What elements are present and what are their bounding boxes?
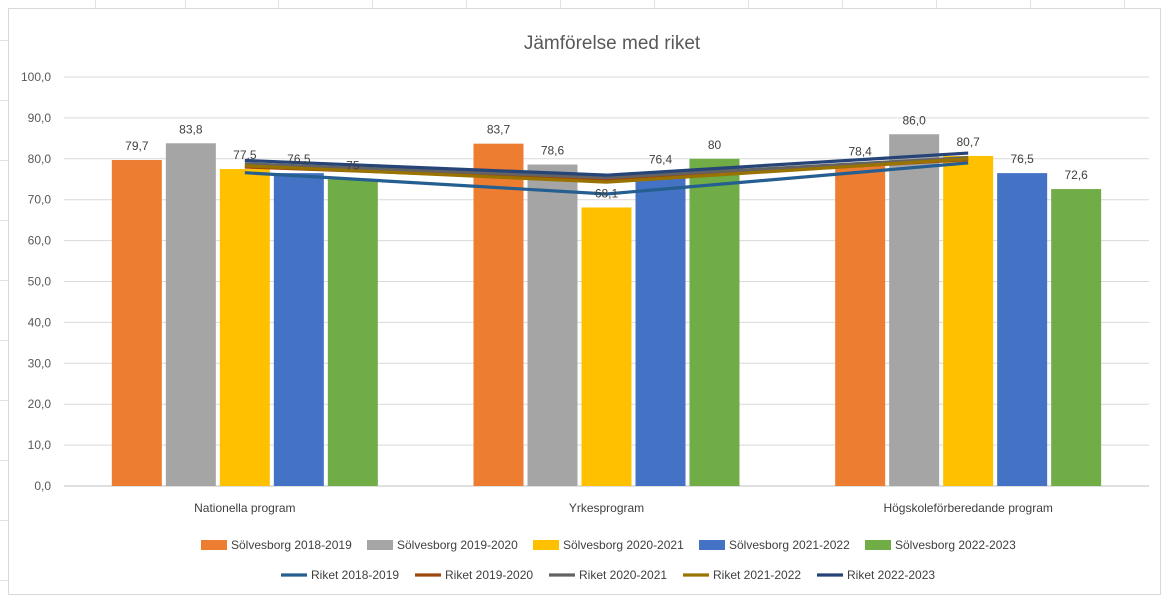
y-tick-label: 90,0: [28, 111, 52, 125]
y-tick-label: 30,0: [28, 356, 52, 370]
sheet-gridline: [0, 280, 8, 281]
data-label: 78,4: [848, 144, 872, 158]
sheet-gridline: [1030, 0, 1031, 8]
sheet-gridline: [936, 0, 937, 8]
data-label: 76,5: [1010, 152, 1034, 166]
legend-entry: Riket 2021-2022: [713, 568, 801, 582]
data-label: 83,7: [487, 123, 511, 137]
bar: [1051, 189, 1102, 487]
sheet-gridline: [0, 220, 8, 221]
legend: Sölvesborg 2018-2019 Sölvesborg 2019-2020…: [201, 538, 1016, 582]
sheet-gridline: [748, 0, 749, 8]
sheet-gridline: [560, 0, 561, 8]
legend-swatch: [533, 540, 559, 550]
legend-swatch: [201, 540, 227, 550]
sheet-gridline: [0, 580, 8, 581]
data-label: 76,4: [649, 153, 673, 167]
data-label: 68,1: [595, 186, 619, 200]
sheet-gridline: [0, 160, 8, 161]
sheet-gridline: [842, 0, 843, 8]
legend-entry: Sölvesborg 2018-2019: [231, 538, 352, 552]
sheet-gridline: [0, 40, 8, 41]
chart-title: Jämförelse med riket: [524, 33, 701, 54]
y-tick-label: 20,0: [28, 397, 52, 411]
y-tick-label: 50,0: [28, 275, 52, 289]
sheet-gridline: [0, 340, 8, 341]
category-label: Högskoleförberedande program: [883, 501, 1052, 515]
series-line: [244, 155, 969, 180]
data-label: 83,8: [179, 122, 203, 136]
bar: [219, 169, 270, 486]
y-tick-label: 60,0: [28, 234, 52, 248]
category-label: Nationella program: [194, 501, 295, 515]
bar: [581, 207, 632, 486]
data-label: 80,7: [956, 135, 980, 149]
bar: [273, 173, 324, 487]
sheet-gridline: [278, 0, 279, 8]
bar: [889, 134, 940, 486]
data-label: 72,6: [1064, 168, 1088, 182]
chart-svg: Jämförelse med riket 0,0 10,0 20,0 30,0 40,0…: [21, 33, 1149, 582]
y-tick-label: 0,0: [34, 479, 51, 493]
sheet-gridline: [1124, 0, 1125, 8]
bar: [327, 179, 378, 486]
legend-swatch: [367, 540, 393, 550]
bar: [943, 155, 994, 486]
sheet-gridline: [0, 400, 8, 401]
legend-entry: Riket 2022-2023: [847, 568, 935, 582]
sheet-gridline: [95, 0, 96, 8]
legend-entry: Sölvesborg 2022-2023: [895, 538, 1016, 552]
bar: [689, 158, 740, 487]
y-tick-label: 80,0: [28, 152, 52, 166]
data-label: 86,0: [902, 113, 926, 127]
legend-entry: Riket 2019-2020: [445, 568, 533, 582]
sheet-gridline: [0, 460, 8, 461]
data-label: 77,5: [233, 148, 257, 162]
legend-swatch: [699, 540, 725, 550]
bar-marks: [111, 134, 1102, 487]
series-line: [244, 151, 969, 177]
y-axis-tick-labels: 0,0 10,0 20,0 30,0 40,0 50,0 60,0 70,0 80,0 90,0 1…: [21, 70, 51, 493]
x-axis-category-labels: Nationella program Yrkesprogram Högskolefö…: [194, 501, 1053, 515]
y-tick-label: 40,0: [28, 315, 52, 329]
data-label: 80: [708, 138, 722, 152]
chart-area[interactable]: Jämförelse med riket 0,0 10,0 20,0 30,0 40,0…: [8, 8, 1161, 595]
bar: [111, 160, 162, 487]
legend-swatch: [865, 540, 891, 550]
sheet-gridline: [0, 100, 8, 101]
y-tick-label: 70,0: [28, 193, 52, 207]
sheet-gridline: [185, 0, 186, 8]
bar: [165, 143, 216, 486]
series-line: [244, 157, 969, 184]
bar: [997, 173, 1048, 487]
data-label: 79,7: [125, 139, 149, 153]
bar: [635, 173, 686, 487]
data-labels: 79,7 83,7 78,4 83,8 78,6 86,0 77,5 68,1 80,7 76,5…: [125, 113, 1088, 200]
bar: [473, 143, 524, 487]
sheet-gridline: [0, 520, 8, 521]
bar: [835, 165, 886, 486]
line-marks: [244, 151, 969, 196]
y-tick-label: 100,0: [21, 70, 51, 84]
y-tick-label: 10,0: [28, 438, 52, 452]
category-label: Yrkesprogram: [569, 501, 644, 515]
legend-entry: Sölvesborg 2020-2021: [563, 538, 684, 552]
series-line: [244, 161, 969, 196]
legend-entry: Sölvesborg 2021-2022: [729, 538, 850, 552]
data-label: 76,5: [287, 152, 311, 166]
data-label: 75: [346, 158, 360, 172]
sheet-gridline: [654, 0, 655, 8]
data-label: 78,6: [541, 144, 565, 158]
legend-entry: Riket 2020-2021: [579, 568, 667, 582]
sheet-gridline: [372, 0, 373, 8]
bar: [527, 164, 578, 486]
legend-entry: Riket 2018-2019: [311, 568, 399, 582]
sheet-gridline: [466, 0, 467, 8]
legend-entry: Sölvesborg 2019-2020: [397, 538, 518, 552]
